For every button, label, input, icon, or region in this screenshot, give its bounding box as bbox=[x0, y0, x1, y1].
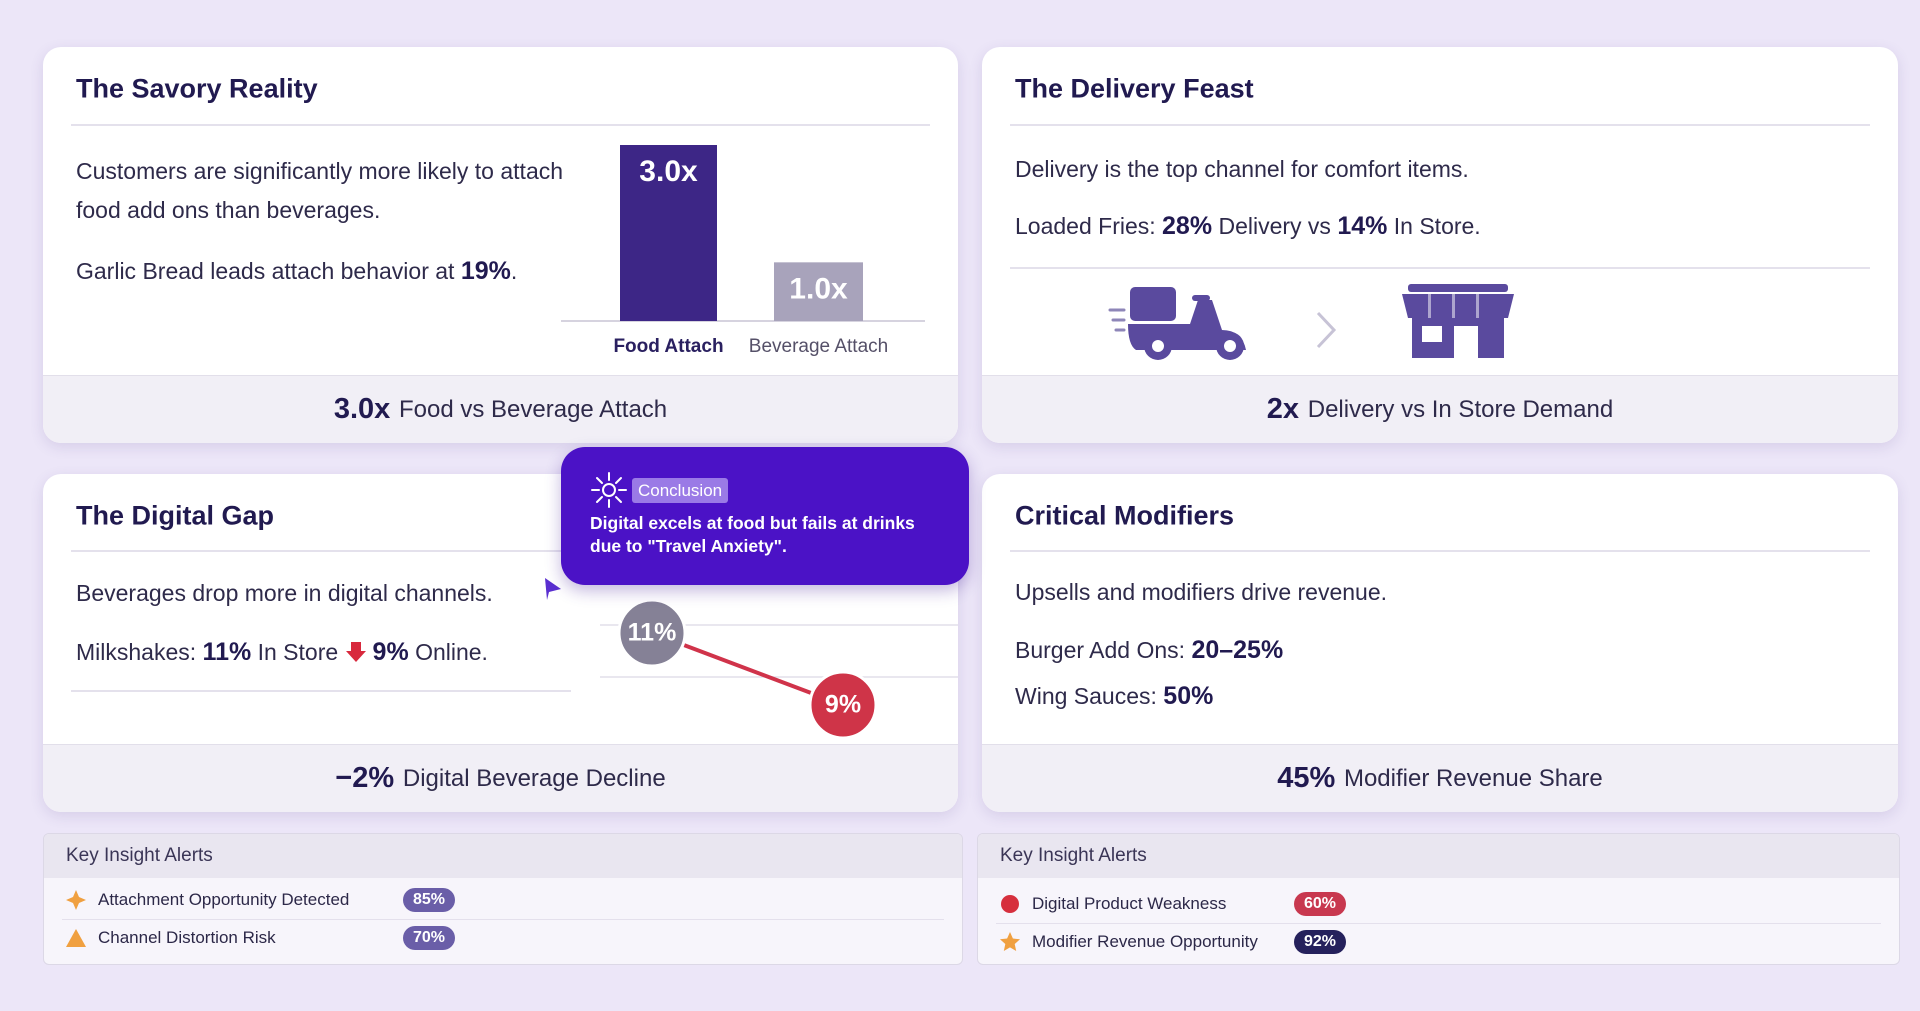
alert-label: Digital Product Weakness bbox=[1032, 894, 1227, 913]
paragraph: Delivery is the top channel for comfort … bbox=[1015, 150, 1815, 189]
text-segment: Customers are significantly more likely … bbox=[76, 158, 570, 223]
footer-segment: Delivery vs In Store Demand bbox=[1301, 395, 1614, 423]
paragraph: Beverages drop more in digital channels. bbox=[76, 574, 596, 613]
divider bbox=[71, 690, 571, 692]
card-footer: 3.0x Food vs Beverage Attach bbox=[43, 375, 958, 443]
paragraph: Upsells and modifiers drive revenue. bbox=[1015, 573, 1815, 612]
paragraph: Wing Sauces: 50% bbox=[1015, 677, 1815, 716]
card-footer: 2x Delivery vs In Store Demand bbox=[982, 375, 1898, 443]
text-segment: Burger Add Ons: bbox=[1015, 637, 1192, 663]
paragraph: Burger Add Ons: 20–25% bbox=[1015, 631, 1815, 670]
alert-badge: 85% bbox=[403, 888, 456, 912]
card-title: The Delivery Feast bbox=[1015, 73, 1254, 104]
card-footer: 45% Modifier Revenue Share bbox=[982, 744, 1898, 812]
card: The Savory Reality Customers are signific… bbox=[43, 47, 958, 443]
paragraph: Customers are significantly more likely … bbox=[76, 152, 566, 230]
text-segment: 28% bbox=[1162, 212, 1213, 240]
footer-segment: −2% bbox=[335, 762, 395, 794]
sparkle-icon bbox=[591, 472, 627, 508]
separator bbox=[62, 919, 944, 920]
callout-badge: Conclusion bbox=[632, 478, 729, 503]
alert-label: Modifier Revenue Opportunity bbox=[1032, 932, 1258, 951]
alert-label: Attachment Opportunity Detected bbox=[98, 890, 350, 909]
card-title: The Savory Reality bbox=[76, 73, 318, 104]
mini-chart: 11% 9% bbox=[600, 598, 958, 740]
alerts-title: Key Insight Alerts bbox=[978, 834, 1899, 878]
alert-icon bbox=[66, 929, 86, 947]
conclusion-callout: Conclusion Digital excels at food but fa… bbox=[561, 447, 969, 585]
paragraph: Milkshakes: 11% In Store 9% Online. bbox=[76, 633, 596, 672]
alert-item: Channel Distortion Risk 70% bbox=[44, 919, 962, 957]
text-segment: 19% bbox=[460, 257, 511, 285]
divider bbox=[1010, 550, 1870, 552]
alert-item: Attachment Opportunity Detected 85% bbox=[44, 881, 962, 919]
point bbox=[808, 670, 878, 740]
text-segment: 9% bbox=[372, 638, 409, 666]
card-title: Critical Modifiers bbox=[1015, 500, 1235, 531]
footer-segment: Modifier Revenue Share bbox=[1337, 764, 1603, 792]
footer-segment: Food vs Beverage Attach bbox=[392, 395, 668, 423]
alert-item: Digital Product Weakness 60% bbox=[978, 885, 1899, 923]
point bbox=[617, 598, 687, 668]
callout-text: Digital excels at food but fails at drin… bbox=[590, 513, 915, 556]
footer-segment: 3.0x bbox=[333, 393, 391, 425]
bar-category-label: Beverage Attach bbox=[749, 336, 888, 357]
alert-label: Channel Distortion Risk bbox=[98, 928, 276, 947]
point-label: 9% bbox=[825, 691, 861, 719]
card: The Digital Gap Beverages drop more in di… bbox=[43, 474, 958, 812]
text-segment: 50% bbox=[1163, 682, 1214, 710]
text-segment: In Store bbox=[251, 639, 345, 665]
paragraph: Loaded Fries: 28% Delivery vs 14% In Sto… bbox=[1015, 207, 1815, 246]
text-segment: 20–25% bbox=[1191, 636, 1284, 664]
alerts-panel: Key Insight Alerts Digital Product Weakne… bbox=[977, 833, 1900, 965]
separator bbox=[996, 923, 1881, 924]
bar-value-label: 3.0x bbox=[639, 155, 698, 188]
footer-segment: 2x bbox=[1266, 393, 1300, 425]
alert-badge: 92% bbox=[1294, 930, 1347, 954]
bar bbox=[774, 262, 863, 321]
footer-segment: 45% bbox=[1277, 762, 1336, 794]
text-segment: Milkshakes: bbox=[76, 639, 203, 665]
alerts-panel: Key Insight Alerts Attachment Opportunity… bbox=[43, 833, 963, 965]
text-segment: Wing Sauces: bbox=[1015, 683, 1164, 709]
point-label: 11% bbox=[628, 619, 677, 647]
divider bbox=[71, 550, 930, 552]
mini-chart: 3.0x Food Attach 1.0x Beverage Attach bbox=[561, 145, 925, 357]
text-segment: Delivery vs bbox=[1212, 213, 1338, 239]
text-segment: Beverages drop more in digital channels. bbox=[76, 580, 493, 606]
text-segment: 11% bbox=[202, 638, 252, 666]
alert-badge: 70% bbox=[403, 926, 456, 950]
paragraph: Garlic Bread leads attach behavior at 19… bbox=[76, 252, 566, 291]
text-segment: Loaded Fries: bbox=[1015, 213, 1163, 239]
bar bbox=[620, 145, 717, 321]
text-segment: Online. bbox=[408, 639, 488, 665]
card-title: The Digital Gap bbox=[76, 500, 275, 531]
card: Critical Modifiers Upsells and modifiers … bbox=[982, 474, 1898, 812]
alerts-title: Key Insight Alerts bbox=[44, 834, 962, 878]
divider bbox=[71, 124, 930, 126]
alert-icon bbox=[1000, 932, 1020, 951]
alert-item: Modifier Revenue Opportunity 92% bbox=[978, 923, 1899, 961]
text-segment: . bbox=[510, 258, 518, 284]
card: The Delivery Feast Delivery is the top ch… bbox=[982, 47, 1898, 443]
alert-icon bbox=[66, 890, 86, 910]
text-segment: Garlic Bread leads attach behavior at bbox=[76, 258, 461, 284]
divider bbox=[1010, 267, 1870, 269]
text-segment: In Store. bbox=[1387, 213, 1481, 239]
bar-value-label: 1.0x bbox=[789, 272, 848, 305]
alert-badge: 60% bbox=[1294, 892, 1347, 916]
text-segment: 14% bbox=[1337, 212, 1388, 240]
text-segment: Upsells and modifiers drive revenue. bbox=[1015, 579, 1388, 605]
text-segment: Delivery is the top channel for comfort … bbox=[1015, 156, 1469, 182]
divider bbox=[1010, 124, 1870, 126]
down-arrow bbox=[345, 642, 366, 662]
alert-icon bbox=[1001, 895, 1019, 913]
card-footer: −2% Digital Beverage Decline bbox=[43, 744, 958, 812]
footer-segment: Digital Beverage Decline bbox=[396, 764, 666, 792]
bar-category-label: Food Attach bbox=[613, 336, 723, 357]
